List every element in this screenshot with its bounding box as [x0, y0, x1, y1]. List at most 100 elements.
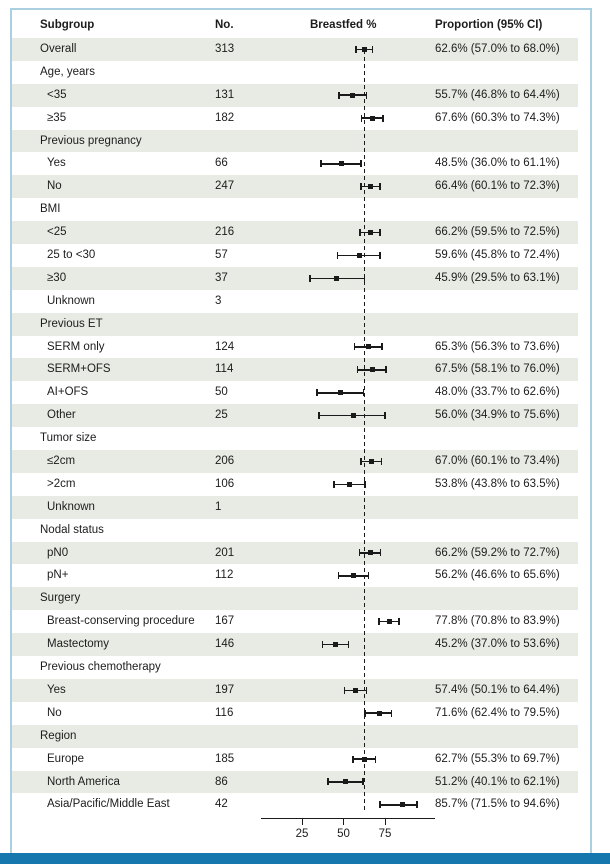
ci-cap-right	[384, 412, 386, 420]
row-label: <35	[47, 88, 67, 101]
ci-value-text: 77.8% (70.8% to 83.9%)	[435, 615, 560, 628]
point-estimate-marker	[350, 92, 356, 98]
table-row: SERM only 124 65.3% (56.3% to 73.6%)	[12, 336, 578, 359]
ci-cap-left	[318, 412, 320, 420]
ci-cap-left	[355, 45, 357, 53]
ci-value-text: 48.0% (33.7% to 62.6%)	[435, 386, 560, 399]
point-estimate-marker	[337, 390, 343, 396]
ci-value-text: 67.6% (60.3% to 74.3%)	[435, 111, 560, 124]
ci-cap-right	[362, 778, 364, 786]
row-count: 116	[215, 706, 234, 719]
point-estimate-marker	[400, 802, 406, 808]
row-label: Tumor size	[40, 432, 97, 445]
row-count: 37	[215, 271, 228, 284]
ci-cap-right	[374, 755, 377, 763]
ci-value-text: 51.2% (40.1% to 62.1%)	[435, 775, 560, 788]
table-row: Previous pregnancy	[12, 129, 578, 153]
table-row: ≥30 37 45.9% (29.5% to 63.1%)	[12, 266, 578, 290]
point-estimate-marker	[367, 230, 373, 236]
row-label: Yes	[47, 157, 66, 170]
ci-value-text: 56.0% (34.9% to 75.6%)	[435, 409, 560, 422]
point-estimate-marker	[333, 642, 339, 648]
row-count: 146	[215, 638, 235, 651]
row-label: Unknown	[47, 500, 95, 513]
table-row: North America 86 51.2% (40.1% to 62.1%)	[12, 770, 578, 794]
row-label: Unknown	[47, 294, 95, 307]
x-axis-tick	[343, 818, 344, 825]
point-estimate-marker	[350, 413, 356, 419]
ci-value-text: 66.2% (59.2% to 72.7%)	[435, 546, 560, 559]
ci-cap-left	[327, 778, 329, 786]
ci-cap-left	[360, 457, 362, 465]
ci-cap-right	[362, 389, 365, 397]
table-row: SERM+OFS 114 67.5% (58.1% to 76.0%)	[12, 358, 578, 382]
ci-value-text: 66.2% (59.5% to 72.5%)	[435, 226, 560, 239]
ci-cap-left	[360, 183, 362, 191]
ci-value-text: 53.8% (43.8% to 63.5%)	[435, 477, 560, 490]
table-row: ≤2cm 206 67.0% (60.1% to 73.4%)	[12, 450, 578, 473]
row-count: 57	[215, 249, 228, 262]
point-estimate-marker	[366, 344, 372, 350]
point-estimate-marker	[367, 550, 373, 556]
point-estimate-marker	[334, 275, 340, 281]
ci-cap-left	[333, 480, 335, 488]
x-axis-tick	[301, 818, 303, 825]
reference-dashed-line	[363, 50, 365, 812]
ci-value-text: 67.0% (60.1% to 73.4%)	[435, 455, 560, 468]
x-axis-tick-label: 25	[295, 828, 309, 840]
ci-cap-left	[337, 572, 340, 580]
table-row: <25 216 66.2% (59.5% to 72.5%)	[12, 221, 578, 245]
ci-cap-right	[382, 114, 384, 122]
table-row: Yes 66 48.5% (36.0% to 61.1%)	[12, 152, 578, 175]
row-label: Region	[40, 729, 77, 742]
point-estimate-marker	[356, 252, 362, 258]
table-row: Age, years	[12, 61, 578, 84]
table-row: No 116 71.6% (62.4% to 79.5%)	[12, 702, 578, 725]
ci-line	[379, 804, 418, 806]
row-label: >2cm	[47, 477, 76, 490]
ci-cap-left	[364, 709, 366, 717]
row-count: 182	[215, 111, 235, 124]
point-estimate-marker	[368, 184, 374, 190]
row-label: No	[47, 706, 62, 719]
row-label: ≥30	[47, 271, 67, 284]
ci-cap-left	[321, 641, 324, 649]
table-row: Nodal status	[12, 519, 578, 542]
table-row: Overall 313 62.6% (57.0% to 68.0%)	[12, 38, 578, 61]
ci-cap-right	[364, 480, 366, 488]
table-row: AI+OFS 50 48.0% (33.7% to 62.6%)	[12, 381, 578, 404]
ci-value-text: 85.7% (71.5% to 94.6%)	[435, 798, 560, 811]
row-count: 167	[215, 615, 235, 628]
row-label: Previous ET	[40, 317, 103, 330]
table-row: Mastectomy 146 45.2% (37.0% to 53.6%)	[12, 633, 578, 657]
ci-cap-left	[379, 801, 381, 809]
ci-cap-right	[363, 274, 366, 282]
ci-value-text: 65.3% (56.3% to 73.6%)	[435, 340, 560, 353]
row-count: 216	[215, 226, 235, 239]
ci-value-text: 57.4% (50.1% to 64.4%)	[435, 683, 560, 696]
row-label: Breast-conserving procedure	[47, 615, 195, 628]
row-count: 3	[215, 294, 222, 307]
point-estimate-marker	[353, 687, 359, 693]
row-count: 86	[215, 775, 228, 788]
ci-cap-right	[347, 641, 350, 649]
ci-cap-right	[379, 183, 381, 191]
row-label: Surgery	[40, 592, 81, 605]
ci-cap-left	[336, 251, 339, 259]
ci-cap-right	[390, 709, 393, 717]
table-row: pN0 201 66.2% (59.2% to 72.7%)	[12, 541, 578, 565]
x-axis-line	[260, 818, 435, 819]
row-label: SERM only	[47, 340, 105, 353]
ci-value-text: 62.7% (55.3% to 69.7%)	[435, 752, 560, 765]
row-label: ≥35	[47, 111, 67, 124]
row-label: BMI	[40, 203, 61, 216]
point-estimate-marker	[338, 161, 344, 167]
ci-cap-right	[365, 91, 368, 99]
column-header-no: No.	[215, 19, 234, 31]
row-count: 206	[215, 455, 235, 468]
x-axis-tick-label: 50	[337, 828, 350, 840]
ci-cap-left	[359, 229, 361, 237]
table-row: Breast-conserving procedure 167 77.8% (7…	[12, 610, 578, 633]
ci-cap-right	[371, 45, 374, 53]
ci-cap-left	[356, 366, 359, 374]
